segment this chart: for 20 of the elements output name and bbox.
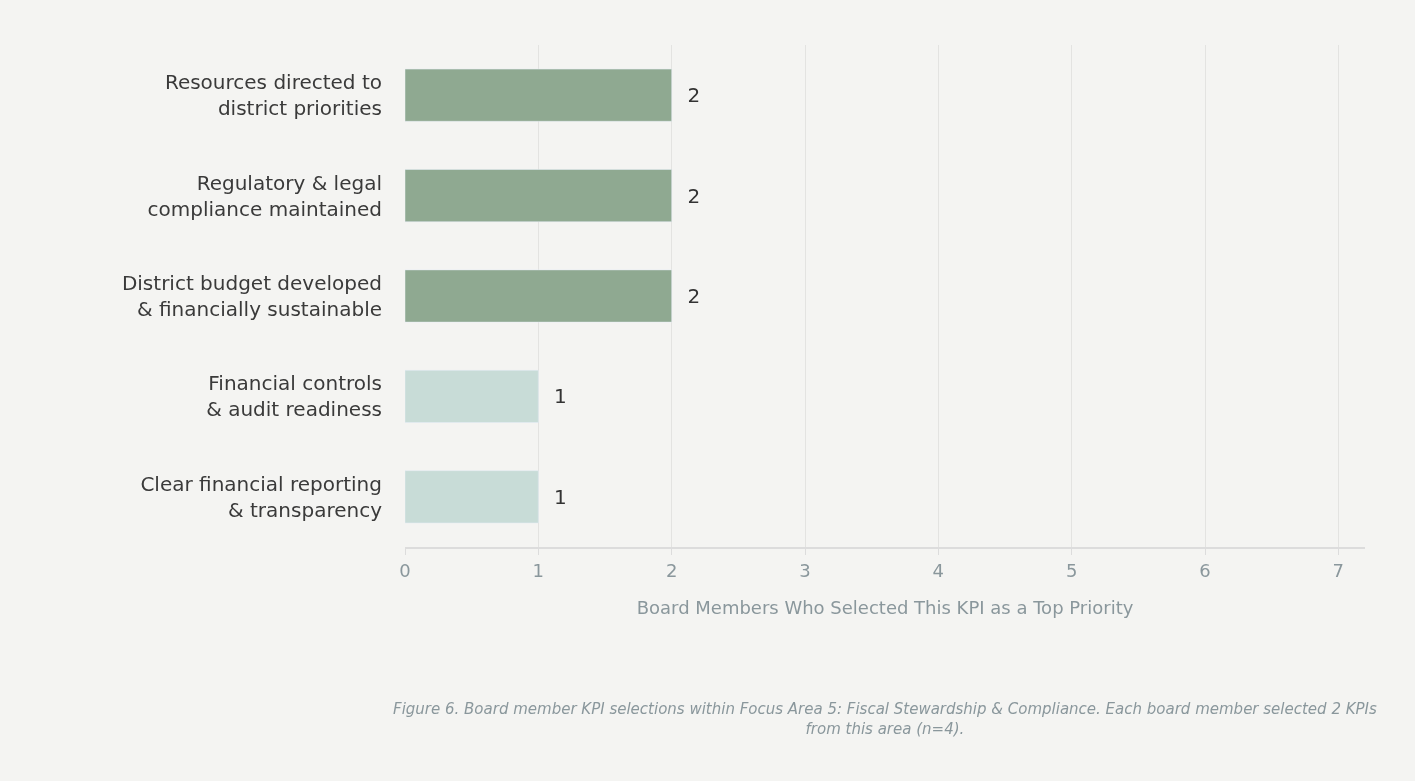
y-tick-label: Clear financial reporting & transparency — [140, 471, 383, 522]
x-tick-label: 4 — [932, 559, 945, 581]
x-tick-label: 2 — [665, 559, 678, 581]
x-tick-label: 3 — [799, 559, 811, 581]
x-tick-label: 1 — [532, 559, 545, 581]
y-tick-label: Resources directed to district priorities — [164, 70, 382, 121]
caption: Figure 6. Board member KPI selections within Focus Area 5: Fiscal Stewardship & Compliance. Each board member selected 2 KPIs from this area (n=4). — [393, 700, 1377, 738]
x-tick-label: 7 — [1332, 559, 1345, 581]
y-tick-label: Regulatory & legal compliance maintained — [147, 170, 382, 221]
data-label: 2 — [674, 83, 701, 108]
data-label: 1 — [541, 384, 567, 409]
x-tick-label: 0 — [399, 559, 411, 581]
data-label: 2 — [674, 183, 701, 208]
x-tick-label: 6 — [1199, 559, 1211, 581]
data-label: 1 — [541, 484, 567, 509]
x-axis-title: Board Members Who Selected This KPI as a Top Priority — [636, 597, 1134, 619]
data-label: 2 — [674, 284, 701, 308]
y-tick-label: District budget developed & financially sustainable — [121, 271, 382, 321]
y-tick-label: Financial controls & audit readiness — [206, 371, 382, 422]
x-tick-label: 5 — [1065, 559, 1078, 581]
